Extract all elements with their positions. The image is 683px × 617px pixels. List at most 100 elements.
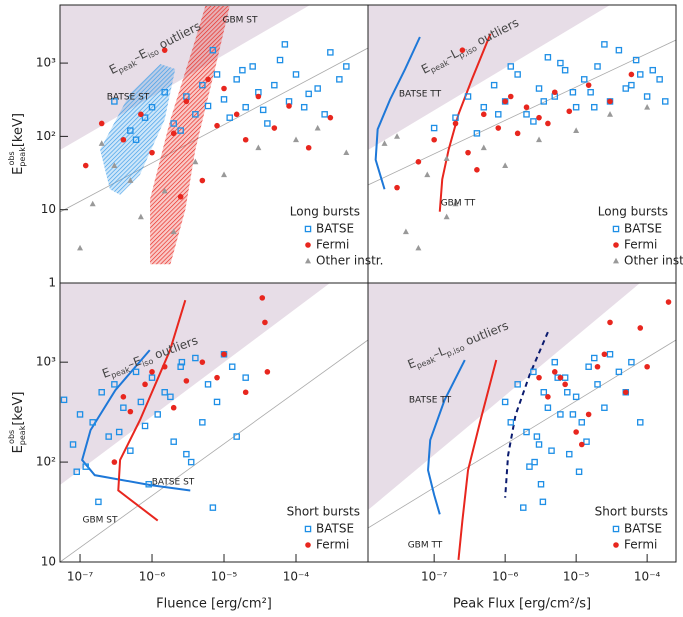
outlier-label-text: –L — [443, 45, 461, 63]
point — [111, 381, 118, 388]
point — [177, 193, 184, 200]
point — [228, 363, 236, 370]
point — [89, 200, 96, 207]
point — [192, 111, 199, 118]
point — [141, 114, 149, 121]
point — [145, 481, 152, 488]
point — [536, 114, 542, 121]
point — [262, 319, 268, 326]
point — [60, 396, 68, 404]
point — [141, 422, 149, 430]
point — [259, 295, 266, 301]
y-tick-label: 10 — [41, 202, 56, 216]
point — [209, 46, 217, 54]
point — [132, 136, 140, 143]
point — [540, 388, 548, 396]
point — [167, 393, 174, 401]
point — [226, 114, 233, 121]
point — [551, 369, 558, 375]
point — [271, 81, 278, 89]
point — [154, 411, 161, 418]
point — [480, 111, 487, 118]
point — [170, 438, 177, 445]
legend-marker — [613, 257, 619, 264]
point — [111, 459, 118, 465]
point — [622, 389, 629, 396]
point — [343, 149, 350, 156]
outlier-label-text: –L — [431, 343, 448, 361]
outlier-label-text: –E — [131, 46, 149, 65]
point — [213, 398, 221, 406]
point — [526, 463, 533, 470]
point — [430, 124, 438, 132]
x-axis-label: Peak Flux [erg/cm²/s] — [453, 597, 591, 612]
point — [221, 171, 228, 178]
point — [644, 104, 651, 110]
point — [594, 363, 601, 370]
y-axis-label: Epeakobs [keV] — [7, 113, 27, 175]
point — [656, 76, 663, 83]
point — [557, 411, 564, 418]
point — [314, 124, 321, 131]
point — [415, 244, 422, 251]
point — [183, 378, 190, 384]
point — [665, 299, 672, 305]
point — [551, 358, 559, 366]
point — [431, 136, 437, 143]
legend-marker — [612, 225, 620, 233]
point — [615, 368, 623, 376]
point — [443, 155, 450, 161]
panel-frame — [367, 282, 677, 563]
outlier-label-sub: iso — [141, 356, 155, 368]
point — [473, 130, 481, 137]
curve-label: BATSE TT — [409, 396, 452, 406]
point — [286, 103, 292, 109]
legend-marker — [304, 525, 312, 533]
y-label-unit: [keV] — [11, 113, 26, 151]
point — [170, 404, 177, 411]
x-tick-label: 10⁻⁶ — [492, 570, 519, 584]
point — [161, 89, 168, 96]
point — [239, 66, 246, 74]
point — [259, 106, 267, 114]
point — [523, 111, 530, 118]
point — [507, 63, 515, 70]
point — [95, 498, 102, 506]
point — [585, 363, 592, 370]
point — [161, 187, 168, 194]
point — [545, 120, 551, 127]
point — [566, 108, 573, 115]
point — [601, 41, 608, 48]
point — [127, 177, 134, 183]
point — [530, 118, 537, 125]
legend-label: Fermi — [624, 538, 657, 552]
x-tick-label: 10⁻⁷ — [421, 570, 448, 584]
y-tick-label: 10² — [36, 455, 56, 469]
point — [127, 127, 134, 134]
point — [514, 381, 521, 388]
point — [501, 398, 509, 406]
point — [594, 381, 601, 388]
band-label: GBM ST — [223, 16, 258, 26]
point — [591, 103, 598, 111]
point — [539, 498, 547, 506]
point — [89, 419, 96, 426]
point — [170, 120, 177, 127]
point — [643, 93, 651, 100]
legend-marker — [305, 257, 311, 264]
point — [535, 85, 543, 92]
point — [205, 76, 211, 83]
y-label-unit: [keV] — [11, 392, 26, 430]
point — [536, 374, 542, 381]
point — [495, 125, 502, 131]
y-label-symbol: E — [11, 445, 26, 453]
point — [615, 46, 623, 54]
point — [632, 56, 640, 64]
panel — [368, 5, 676, 251]
band-label: BATSE ST — [107, 93, 150, 103]
point — [601, 351, 608, 358]
curve — [504, 331, 549, 498]
legend-marker — [613, 242, 619, 248]
point — [183, 450, 190, 458]
point — [170, 130, 177, 137]
